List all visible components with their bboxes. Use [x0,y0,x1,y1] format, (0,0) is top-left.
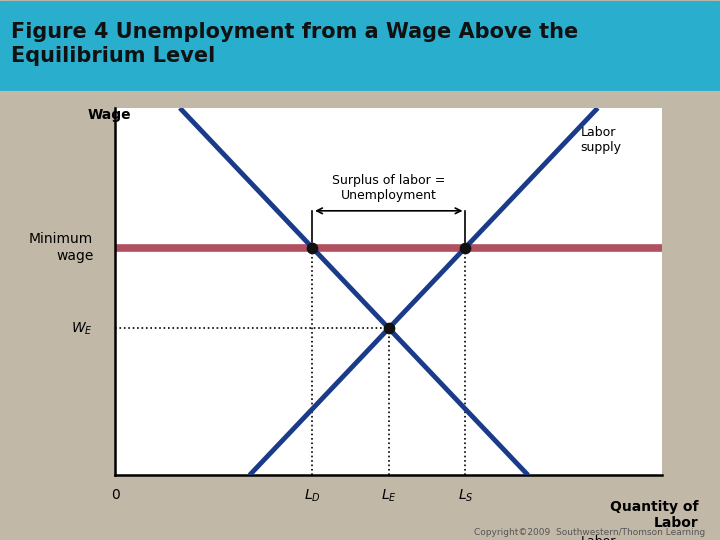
Text: 0: 0 [111,488,120,502]
Text: Copyright©2009  Southwestern/Thomson Learning: Copyright©2009 Southwestern/Thomson Lear… [474,528,706,537]
Point [307,243,318,252]
Text: Quantity of
Labor: Quantity of Labor [610,500,698,530]
Text: $W_E$: $W_E$ [71,320,94,336]
Point [459,243,471,252]
Text: Minimum
wage: Minimum wage [29,232,94,262]
Text: $L_D$: $L_D$ [304,488,320,504]
FancyBboxPatch shape [0,1,720,91]
Text: Surplus of labor =
Unemployment: Surplus of labor = Unemployment [332,174,446,201]
Text: Labor
supply: Labor supply [580,126,621,154]
Text: $L_S$: $L_S$ [458,488,473,504]
Text: Wage: Wage [88,108,132,122]
Text: $L_E$: $L_E$ [381,488,397,504]
Point [383,324,395,333]
Text: Labor
demand: Labor demand [580,535,632,540]
Text: Figure 4 Unemployment from a Wage Above the
Equilibrium Level: Figure 4 Unemployment from a Wage Above … [11,23,578,66]
